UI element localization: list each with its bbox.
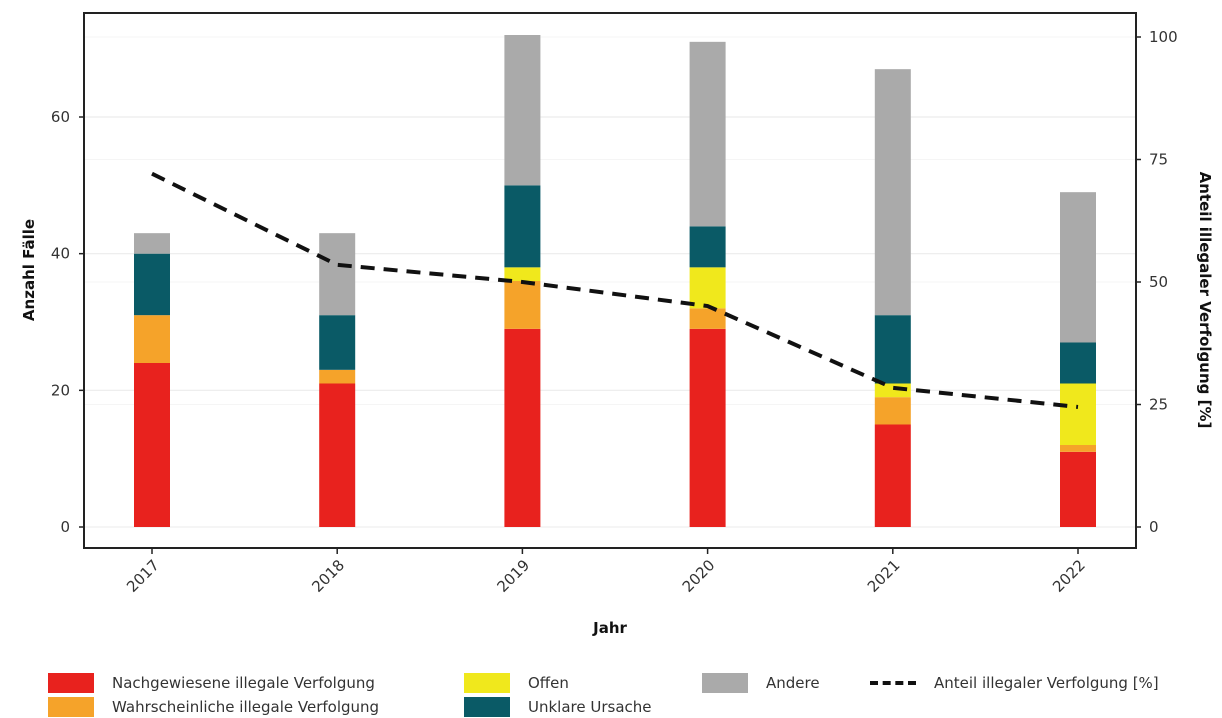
legend-label-offen: Offen [528, 674, 569, 692]
legend-label-wahrscheinlich: Wahrscheinliche illegale Verfolgung [112, 698, 380, 716]
y2-tick-label-75: 75 [1149, 151, 1168, 169]
bars-layer [134, 35, 1096, 527]
bar-2021-series-0 [874, 424, 911, 527]
x-tick-label-2020: 2020 [679, 556, 719, 596]
legend-item-unklar: Unklare Ursache [464, 696, 652, 718]
bar-2022-series-2 [1060, 383, 1096, 445]
plot-border [83, 12, 1137, 549]
y-tick-label-60: 60 [51, 108, 70, 126]
bar-2018-series-3 [319, 315, 356, 370]
legend: Nachgewiesene illegale Verfolgung Wahrsc… [48, 670, 1218, 718]
bar-2017-series-0 [134, 363, 170, 527]
legend-swatch-offen [464, 673, 510, 693]
left-axis-ticks: 0 20 40 60 [51, 108, 84, 536]
legend-swatch-unklar [464, 697, 510, 717]
bar-2020-series-2 [689, 267, 726, 309]
x-tick-label-2019: 2019 [493, 556, 533, 596]
x-tick-label-2021: 2021 [864, 556, 904, 596]
bar-2020-series-1 [689, 308, 726, 329]
y2-tick-label-0: 0 [1149, 518, 1159, 536]
bar-2021-series-3 [874, 315, 911, 384]
legend-label-andere: Andere [766, 674, 820, 692]
y2-tick-label-100: 100 [1149, 28, 1178, 46]
bar-2022-series-1 [1060, 445, 1096, 452]
bar-2019-series-1 [504, 281, 541, 329]
percent-line [151, 171, 1079, 409]
bar-2019-series-3 [504, 185, 541, 268]
legend-swatch-nachgewiesen [48, 673, 94, 693]
legend-label-anteil: Anteil illegaler Verfolgung [%] [934, 674, 1159, 692]
plot-panel [84, 13, 1136, 548]
bar-2020-series-0 [689, 328, 726, 527]
percent-line-layer [151, 171, 1079, 409]
legend-item-wahrscheinlich: Wahrscheinliche illegale Verfolgung [48, 696, 379, 718]
legend-label-unklar: Unklare Ursache [528, 698, 652, 716]
y2-tick-label-50: 50 [1149, 273, 1168, 291]
legend-dashed-line [870, 681, 916, 685]
x-tick-label-2022: 2022 [1049, 556, 1089, 596]
bar-2021-series-1 [874, 397, 911, 425]
bar-2019-series-4 [504, 35, 541, 186]
bar-2020-series-3 [689, 226, 726, 268]
y-tick-label-0: 0 [60, 518, 70, 536]
legend-label-nachgewiesen: Nachgewiesene illegale Verfolgung [112, 674, 375, 692]
bar-2022-series-3 [1060, 342, 1096, 384]
x-tick-label-2017: 2017 [123, 556, 163, 596]
bar-2017-series-3 [134, 253, 170, 316]
gridlines [84, 36, 1136, 528]
x-axis-title: Jahr [592, 619, 627, 637]
y2-axis-title: Anteil illegaler Verfolgung [%] [1196, 172, 1214, 429]
right-axis-ticks: 0 25 50 75 100 [1136, 28, 1178, 536]
x-tick-label-2018: 2018 [308, 556, 348, 596]
y-tick-label-20: 20 [51, 381, 70, 399]
legend-item-anteil: Anteil illegaler Verfolgung [%] [870, 672, 1159, 694]
bar-2022-series-0 [1060, 451, 1096, 527]
y-axis-title: Anzahl Fälle [20, 219, 38, 321]
y2-tick-label-25: 25 [1149, 396, 1168, 414]
y-tick-label-40: 40 [51, 245, 70, 263]
legend-swatch-wahrscheinlich [48, 697, 94, 717]
bar-2017-series-4 [134, 233, 170, 254]
legend-item-andere: Andere [702, 672, 820, 694]
bar-2019-series-0 [504, 328, 541, 527]
bar-2018-series-1 [319, 369, 356, 384]
legend-swatch-andere [702, 673, 748, 693]
legend-item-offen: Offen [464, 672, 569, 694]
bar-2019-series-2 [504, 267, 541, 281]
bar-2018-series-4 [319, 233, 356, 316]
bar-2021-series-4 [874, 69, 911, 316]
bar-2022-series-4 [1060, 192, 1096, 343]
bar-2020-series-4 [689, 41, 726, 227]
bar-2017-series-1 [134, 315, 170, 363]
x-axis-ticks: 2017 2018 2019 2020 2021 2022 [123, 548, 1089, 596]
legend-item-nachgewiesen: Nachgewiesene illegale Verfolgung [48, 672, 375, 694]
bar-2018-series-0 [319, 383, 356, 527]
